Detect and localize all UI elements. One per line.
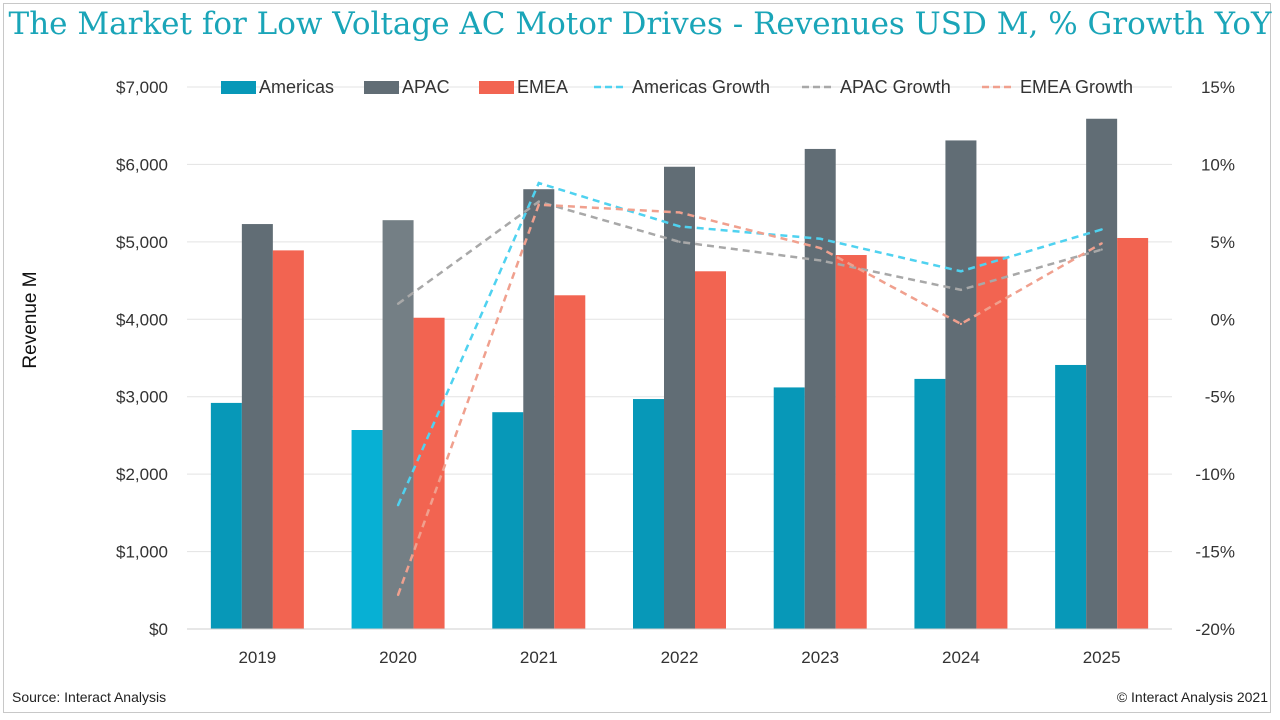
bar-emea-2021 bbox=[554, 295, 586, 629]
point-apac-growth-2020 bbox=[396, 302, 400, 305]
line-apac-growth bbox=[397, 200, 1102, 305]
bar-americas-2023 bbox=[773, 387, 805, 629]
point-apac-growth-2021 bbox=[537, 200, 540, 203]
y2-tick-label: 10% bbox=[1201, 155, 1235, 174]
point-emea-growth-2023 bbox=[819, 246, 822, 250]
bar-apac-2019 bbox=[241, 224, 273, 629]
y2-tick-label: -5% bbox=[1205, 388, 1235, 407]
x-tick-label: 2021 bbox=[520, 648, 558, 667]
chart-frame bbox=[3, 3, 1271, 713]
legend-label-americas: Americas bbox=[259, 77, 334, 97]
x-tick-label: 2023 bbox=[801, 648, 839, 667]
y2-tick-label: 5% bbox=[1210, 233, 1235, 252]
y-tick-label: $3,000 bbox=[116, 388, 168, 407]
bar-apac-2023 bbox=[804, 148, 836, 629]
point-americas-growth-2021 bbox=[537, 181, 540, 185]
point-americas-growth-2025 bbox=[1100, 228, 1103, 231]
bar-americas-2022 bbox=[633, 399, 664, 629]
point-americas-growth-2024 bbox=[959, 270, 963, 273]
bar-americas-2020 bbox=[351, 430, 383, 629]
point-apac-growth-2025 bbox=[1100, 248, 1103, 251]
x-tick-label: 2025 bbox=[1083, 648, 1121, 667]
legend-label-apac: APAC bbox=[402, 77, 450, 97]
bar-emea-2025 bbox=[1117, 237, 1149, 629]
bar-apac-2020 bbox=[382, 220, 414, 630]
point-apac-growth-2022 bbox=[678, 240, 681, 244]
y2-tick-label: 0% bbox=[1210, 310, 1235, 329]
chart-title: The Market for Low Voltage AC Motor Driv… bbox=[8, 6, 1272, 42]
x-tick-label: 2019 bbox=[238, 648, 276, 667]
legend-label-emea: EMEA bbox=[517, 77, 568, 97]
y-tick-label: $0 bbox=[149, 620, 168, 639]
legend-swatch-emea bbox=[479, 81, 514, 94]
point-emea-growth-2020 bbox=[396, 593, 400, 597]
x-tick-label: 2020 bbox=[379, 648, 417, 667]
bar-apac-2021 bbox=[523, 189, 555, 629]
y-tick-label: $2,000 bbox=[116, 465, 168, 484]
point-apac-growth-2023 bbox=[819, 259, 822, 262]
y-tick-label: $6,000 bbox=[116, 155, 168, 174]
point-americas-growth-2022 bbox=[678, 225, 681, 228]
x-tick-label: 2024 bbox=[942, 648, 980, 667]
bar-apac-2024 bbox=[945, 140, 977, 629]
axes: $0 $1,000 $2,000 $3,000 $4,000 $5,000 $6,000 $7… bbox=[20, 78, 1235, 667]
point-apac-growth-2024 bbox=[959, 288, 963, 292]
copyright-note: © Interact Analysis 2021 bbox=[1116, 689, 1268, 705]
bar-emea-2020 bbox=[413, 317, 445, 629]
point-emea-growth-2022 bbox=[678, 211, 681, 214]
bar-apac-2022 bbox=[664, 166, 695, 629]
y-tick-label: $7,000 bbox=[116, 78, 168, 97]
bar-emea-2022 bbox=[695, 271, 726, 629]
y2-tick-label: 15% bbox=[1201, 78, 1235, 97]
y2-tick-label: -20% bbox=[1195, 620, 1235, 639]
legend-swatch-americas bbox=[221, 81, 256, 94]
point-emea-growth-2025 bbox=[1100, 242, 1103, 245]
bar-emea-2023 bbox=[835, 255, 867, 629]
legend-label-apac-growth: APAC Growth bbox=[840, 77, 951, 97]
bar-americas-2025 bbox=[1055, 364, 1087, 629]
legend: Americas APAC EMEA Americas Growth APAC Grow… bbox=[221, 77, 1133, 97]
bar-emea-2024 bbox=[976, 256, 1008, 629]
point-emea-growth-2024 bbox=[959, 322, 963, 326]
y-axis-title: Revenue M bbox=[20, 271, 41, 368]
bar-americas-2021 bbox=[492, 412, 524, 629]
y2-tick-label: -10% bbox=[1195, 465, 1235, 484]
y-tick-label: $1,000 bbox=[116, 543, 168, 562]
legend-swatch-apac bbox=[364, 81, 399, 94]
point-americas-growth-2023 bbox=[819, 237, 822, 240]
line-emea-growth bbox=[396, 203, 1103, 596]
growth-lines bbox=[396, 181, 1103, 597]
bar-apac-2025 bbox=[1086, 118, 1118, 629]
x-tick-label: 2022 bbox=[661, 648, 699, 667]
y-tick-label: $5,000 bbox=[116, 233, 168, 252]
bar-americas-2019 bbox=[210, 402, 242, 629]
source-note: Source: Interact Analysis bbox=[12, 689, 167, 705]
line-americas-growth bbox=[396, 181, 1102, 506]
bar-americas-2024 bbox=[914, 378, 946, 629]
bar-emea-2019 bbox=[272, 250, 304, 630]
legend-label-emea-growth: EMEA Growth bbox=[1020, 77, 1133, 97]
legend-label-americas-growth: Americas Growth bbox=[632, 77, 770, 97]
y-tick-label: $4,000 bbox=[116, 310, 168, 329]
point-americas-growth-2020 bbox=[396, 503, 400, 507]
y2-tick-label: -15% bbox=[1195, 543, 1235, 562]
bars bbox=[210, 118, 1149, 630]
point-emea-growth-2021 bbox=[537, 203, 540, 206]
